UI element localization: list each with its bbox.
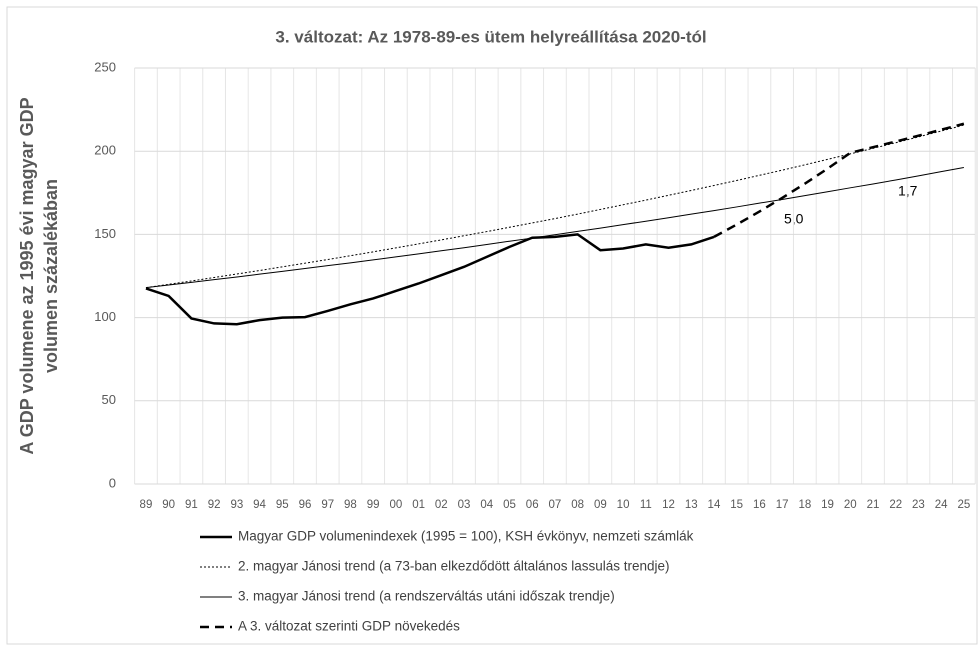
y-axis-label: A GDP volumene az 1995 évi magyar GDP vo…: [17, 97, 61, 454]
x-tick-label: 90: [162, 499, 175, 511]
x-tick-label: 19: [821, 499, 834, 511]
x-tick-label: 07: [549, 499, 562, 511]
x-tick-label: 18: [798, 499, 811, 511]
x-tick-label: 91: [185, 499, 198, 511]
x-tick-label: 25: [957, 499, 970, 511]
y-tick-label: 250: [94, 59, 116, 74]
chart-title: 3. változat: Az 1978-89-es ütem helyreál…: [275, 27, 706, 46]
x-tick-label: 08: [571, 499, 584, 511]
legend-label: 3. magyar Jánosi trend (a rendszerváltás…: [238, 589, 615, 604]
x-tick-label: 20: [844, 499, 857, 511]
legend-label: 2. magyar Jánosi trend (a 73-ban elkezdő…: [238, 559, 670, 574]
y-tick-label: 100: [94, 309, 116, 324]
y-label-line: A GDP volumene az 1995 évi magyar GDP: [17, 97, 37, 454]
x-tick-label: 10: [617, 499, 630, 511]
series-line: [145, 167, 964, 289]
x-tick-label: 11: [640, 499, 652, 511]
y-tick-label: 200: [94, 143, 116, 158]
x-tick-label: 22: [889, 499, 902, 511]
y-tick-label: 150: [94, 226, 116, 241]
series-line: [145, 233, 715, 326]
y-tick-label: 0: [109, 475, 116, 490]
x-tick-label: 01: [412, 499, 425, 511]
x-tick-label: 06: [526, 499, 539, 511]
x-tick-label: 00: [389, 499, 402, 511]
annotation: 1,7: [898, 183, 918, 199]
x-tick-label: 09: [594, 499, 607, 511]
x-tick-label: 92: [208, 499, 221, 511]
x-tick-label: 15: [730, 499, 743, 511]
x-tick-label: 02: [435, 499, 448, 511]
x-tick-label: 96: [299, 499, 312, 511]
chart-frame: [6, 6, 978, 645]
series-line: [145, 124, 965, 289]
x-tick-label: 13: [685, 499, 698, 511]
y-label-line: volumen százalékában: [41, 179, 61, 373]
x-tick-label: 89: [140, 499, 153, 511]
x-tick-label: 99: [367, 499, 380, 511]
x-tick-label: 05: [503, 499, 516, 511]
x-tick-label: 17: [776, 499, 789, 511]
y-tick-label: 50: [102, 392, 116, 407]
x-tick-label: 23: [912, 499, 925, 511]
x-tick-label: 93: [230, 499, 243, 511]
x-tick-label: 03: [458, 499, 471, 511]
x-tick-label: 14: [708, 499, 721, 511]
x-tick-label: 21: [867, 499, 880, 511]
x-tick-label: 16: [753, 499, 766, 511]
legend-label: Magyar GDP volumenindexek (1995 = 100), …: [238, 529, 694, 544]
x-tick-label: 04: [480, 499, 493, 511]
series-line: [713, 122, 965, 238]
legend-label: A 3. változat szerinti GDP növekedés: [238, 619, 460, 634]
x-tick-label: 12: [662, 499, 675, 511]
x-tick-label: 94: [253, 499, 266, 511]
x-tick-label: 97: [321, 499, 334, 511]
x-tick-label: 98: [344, 499, 357, 511]
x-tick-label: 95: [276, 499, 289, 511]
x-tick-label: 24: [935, 499, 948, 511]
